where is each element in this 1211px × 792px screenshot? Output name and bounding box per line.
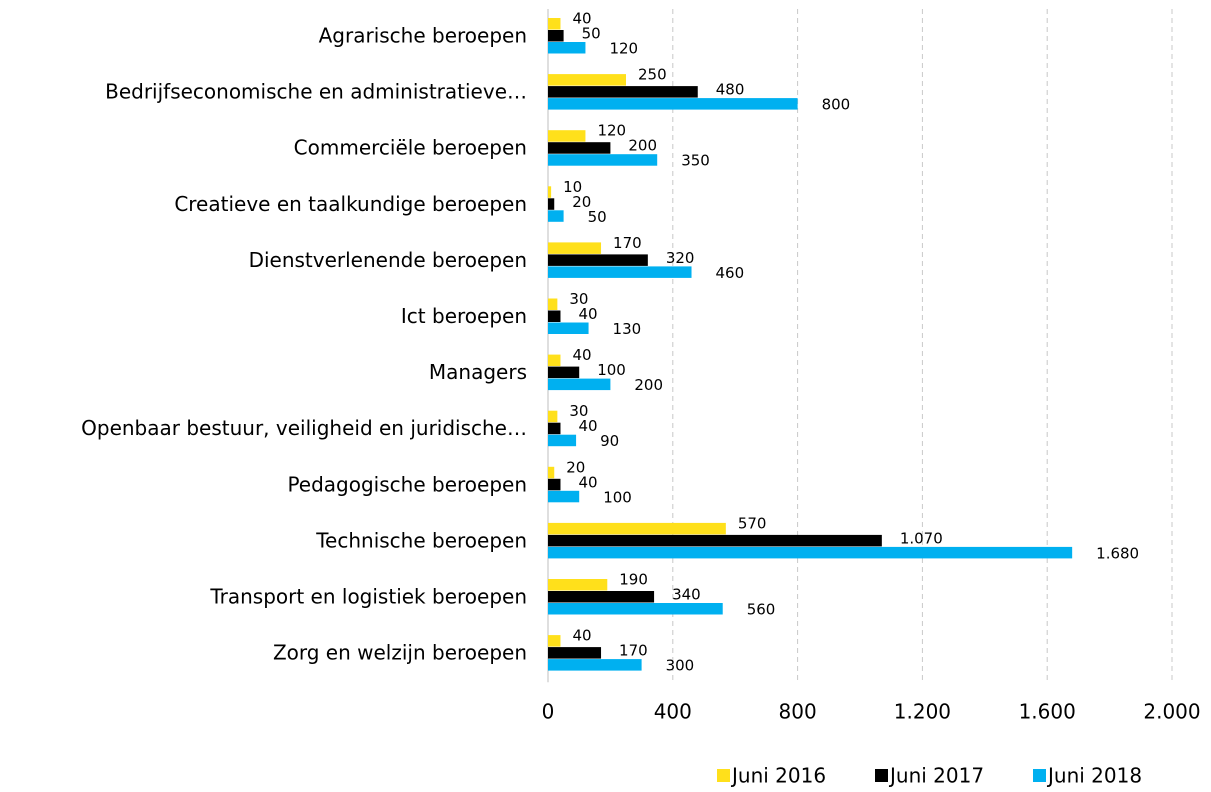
value-label: 130	[613, 320, 642, 338]
x-tick-label: 0	[542, 700, 555, 724]
bar	[548, 378, 611, 391]
bar	[548, 410, 558, 423]
bar	[548, 647, 602, 659]
value-label: 570	[738, 514, 767, 532]
value-label: 50	[582, 25, 601, 43]
value-label: 40	[578, 305, 597, 323]
legend-swatch	[717, 769, 730, 782]
bar	[548, 603, 723, 615]
x-tick-label: 2.000	[1143, 700, 1200, 724]
bar	[548, 30, 564, 42]
bar	[548, 478, 561, 491]
bar	[548, 18, 561, 30]
value-label: 90	[600, 432, 619, 450]
category-label: Openbaar bestuur, veiligheid en juridisc…	[81, 416, 527, 440]
bar	[548, 366, 580, 379]
legend-label: Juni 2017	[888, 764, 984, 788]
value-label: 20	[572, 193, 591, 211]
value-label: 1.070	[900, 529, 943, 547]
category-label: Agrarische beroepen	[319, 24, 527, 48]
legend-label: Juni 2016	[730, 764, 826, 788]
bar	[548, 198, 555, 210]
bar	[548, 591, 655, 603]
bar	[548, 546, 1073, 559]
value-label: 40	[578, 473, 597, 491]
value-label: 10	[563, 178, 582, 196]
value-label: 100	[597, 361, 626, 379]
category-label: Pedagogische beroepen	[287, 472, 527, 496]
value-label: 320	[666, 249, 695, 267]
bar	[548, 74, 626, 86]
bar	[548, 254, 648, 266]
bar	[548, 130, 586, 142]
value-label: 40	[572, 10, 591, 28]
value-label: 1.680	[1096, 544, 1139, 562]
bar	[548, 310, 561, 322]
value-label: 460	[716, 264, 745, 282]
bar	[548, 635, 561, 647]
bar	[548, 142, 611, 154]
value-label: 50	[588, 208, 607, 226]
bar	[548, 490, 580, 503]
value-label: 120	[609, 40, 638, 58]
value-label: 100	[603, 488, 632, 506]
value-label: 40	[578, 417, 597, 435]
bar	[548, 522, 726, 535]
value-label: 170	[619, 642, 648, 660]
value-label: 30	[569, 402, 588, 420]
value-label: 170	[613, 234, 642, 252]
value-label: 40	[572, 346, 591, 364]
value-label: 350	[681, 152, 710, 170]
bar	[548, 434, 577, 447]
value-label: 40	[572, 627, 591, 645]
legend-swatch	[1033, 769, 1046, 782]
category-label: Dienstverlenende beroepen	[249, 248, 527, 272]
category-label: Transport en logistiek beroepen	[209, 585, 527, 609]
value-label: 250	[638, 66, 667, 84]
bar	[548, 659, 642, 671]
category-label: Managers	[429, 360, 527, 384]
bar	[548, 98, 798, 110]
bar	[548, 154, 658, 166]
value-label: 200	[628, 137, 657, 155]
bar	[548, 298, 558, 310]
value-label: 560	[747, 601, 776, 619]
bar	[548, 466, 555, 479]
x-tick-label: 1.600	[1019, 700, 1076, 724]
value-label: 800	[822, 96, 851, 114]
value-label: 120	[597, 122, 626, 140]
bar	[548, 42, 586, 54]
bar	[548, 534, 882, 547]
bar	[548, 354, 561, 367]
bar	[548, 266, 692, 278]
value-label: 30	[569, 290, 588, 308]
x-tick-label: 1.200	[894, 700, 951, 724]
bar	[548, 186, 552, 198]
category-label: Bedrijfseconomische en administratieve…	[105, 80, 527, 104]
bar	[548, 86, 698, 98]
x-tick-label: 800	[779, 700, 817, 724]
value-label: 20	[566, 458, 585, 476]
category-label: Zorg en welzijn beroepen	[273, 641, 527, 665]
value-label: 200	[634, 376, 663, 394]
bar	[548, 242, 602, 254]
category-label: Ict beroepen	[401, 304, 527, 328]
category-label: Creatieve en taalkundige beroepen	[174, 192, 527, 216]
x-tick-label: 400	[654, 700, 692, 724]
category-label: Technische beroepen	[315, 528, 527, 552]
category-label: Commerciële beroepen	[294, 136, 527, 160]
value-label: 300	[666, 657, 695, 675]
value-label: 340	[672, 586, 701, 604]
value-label: 480	[716, 81, 745, 99]
value-label: 190	[619, 571, 648, 589]
bar	[548, 322, 589, 334]
bar	[548, 579, 608, 591]
legend-swatch	[875, 769, 888, 782]
bar	[548, 422, 561, 435]
legend-label: Juni 2018	[1046, 764, 1142, 788]
bar	[548, 210, 564, 222]
